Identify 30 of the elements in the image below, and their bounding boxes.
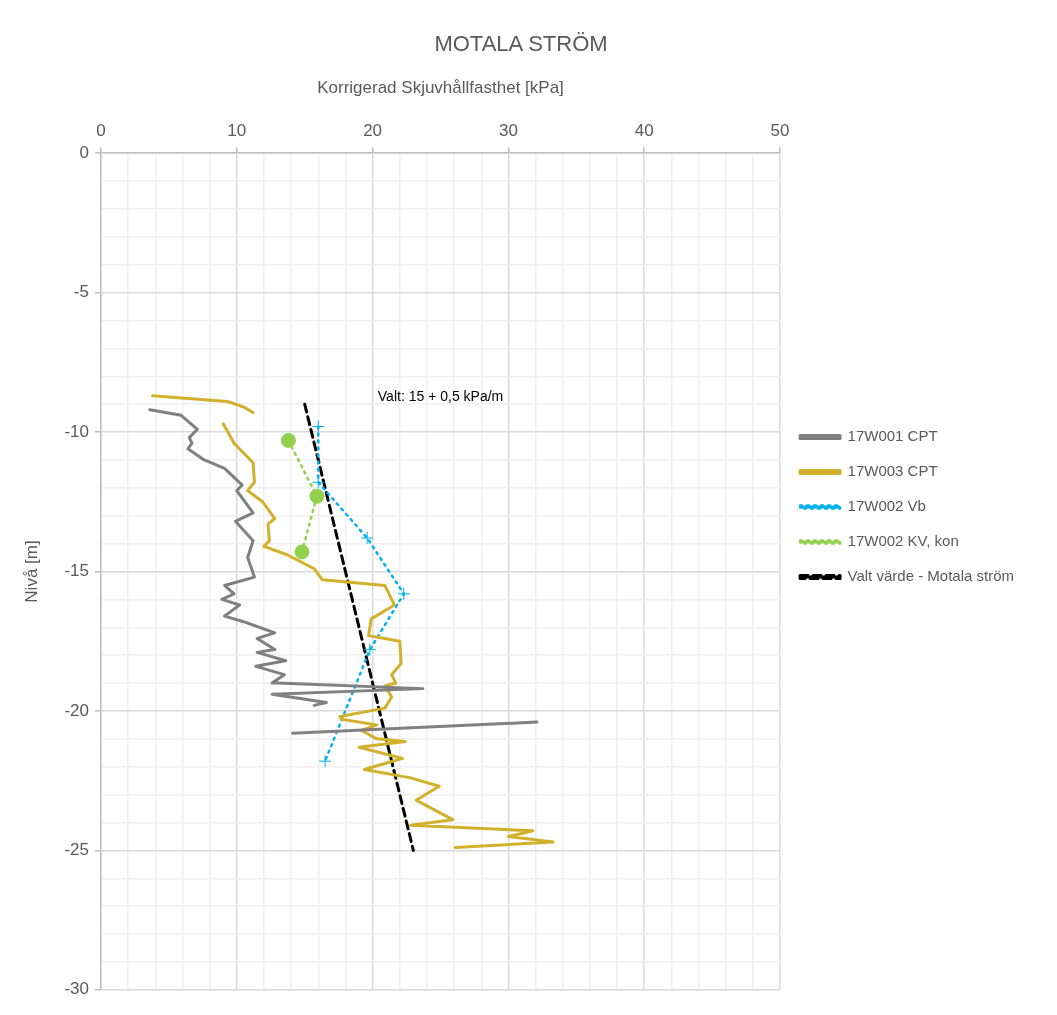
x-tick-label: 10 bbox=[227, 120, 247, 140]
y-tick-label: -15 bbox=[64, 561, 89, 581]
y-tick-label: -30 bbox=[64, 979, 89, 999]
annotation: Valt: 15 + 0,5 kPa/m bbox=[377, 388, 504, 405]
y-axis-title: Nivå [m] bbox=[21, 540, 41, 603]
y-tick-label: 0 bbox=[79, 142, 89, 162]
x-tick-label: 0 bbox=[96, 120, 106, 140]
point bbox=[311, 419, 325, 433]
y-tick-label: -5 bbox=[73, 282, 89, 302]
x-tick-label: 30 bbox=[498, 120, 518, 140]
x-tick-label: 40 bbox=[634, 120, 654, 140]
point bbox=[363, 643, 377, 657]
point bbox=[280, 432, 296, 448]
x-tick-label: 50 bbox=[770, 120, 790, 140]
point bbox=[294, 544, 310, 560]
x-tick-label: 20 bbox=[363, 120, 383, 140]
point bbox=[309, 488, 325, 504]
legend-label: 17W003 CPT bbox=[847, 462, 938, 480]
y-tick-label: -10 bbox=[64, 421, 89, 441]
legend-label: 17W001 CPT bbox=[847, 427, 938, 445]
point bbox=[397, 587, 411, 601]
y-tick-label: -25 bbox=[64, 840, 89, 860]
point bbox=[318, 754, 332, 768]
legend-label: 17W002 KV, kon bbox=[847, 532, 959, 550]
legend-label: 17W002 Vb bbox=[847, 497, 926, 515]
x-axis-title: Korrigerad Skjuvhållfasthet [kPa] bbox=[317, 78, 564, 98]
legend-label: Valt värde - Motala ström bbox=[847, 567, 1015, 585]
chart-title: MOTALA STRÖM bbox=[434, 31, 608, 57]
point bbox=[360, 531, 374, 545]
y-tick-label: -20 bbox=[64, 700, 89, 720]
